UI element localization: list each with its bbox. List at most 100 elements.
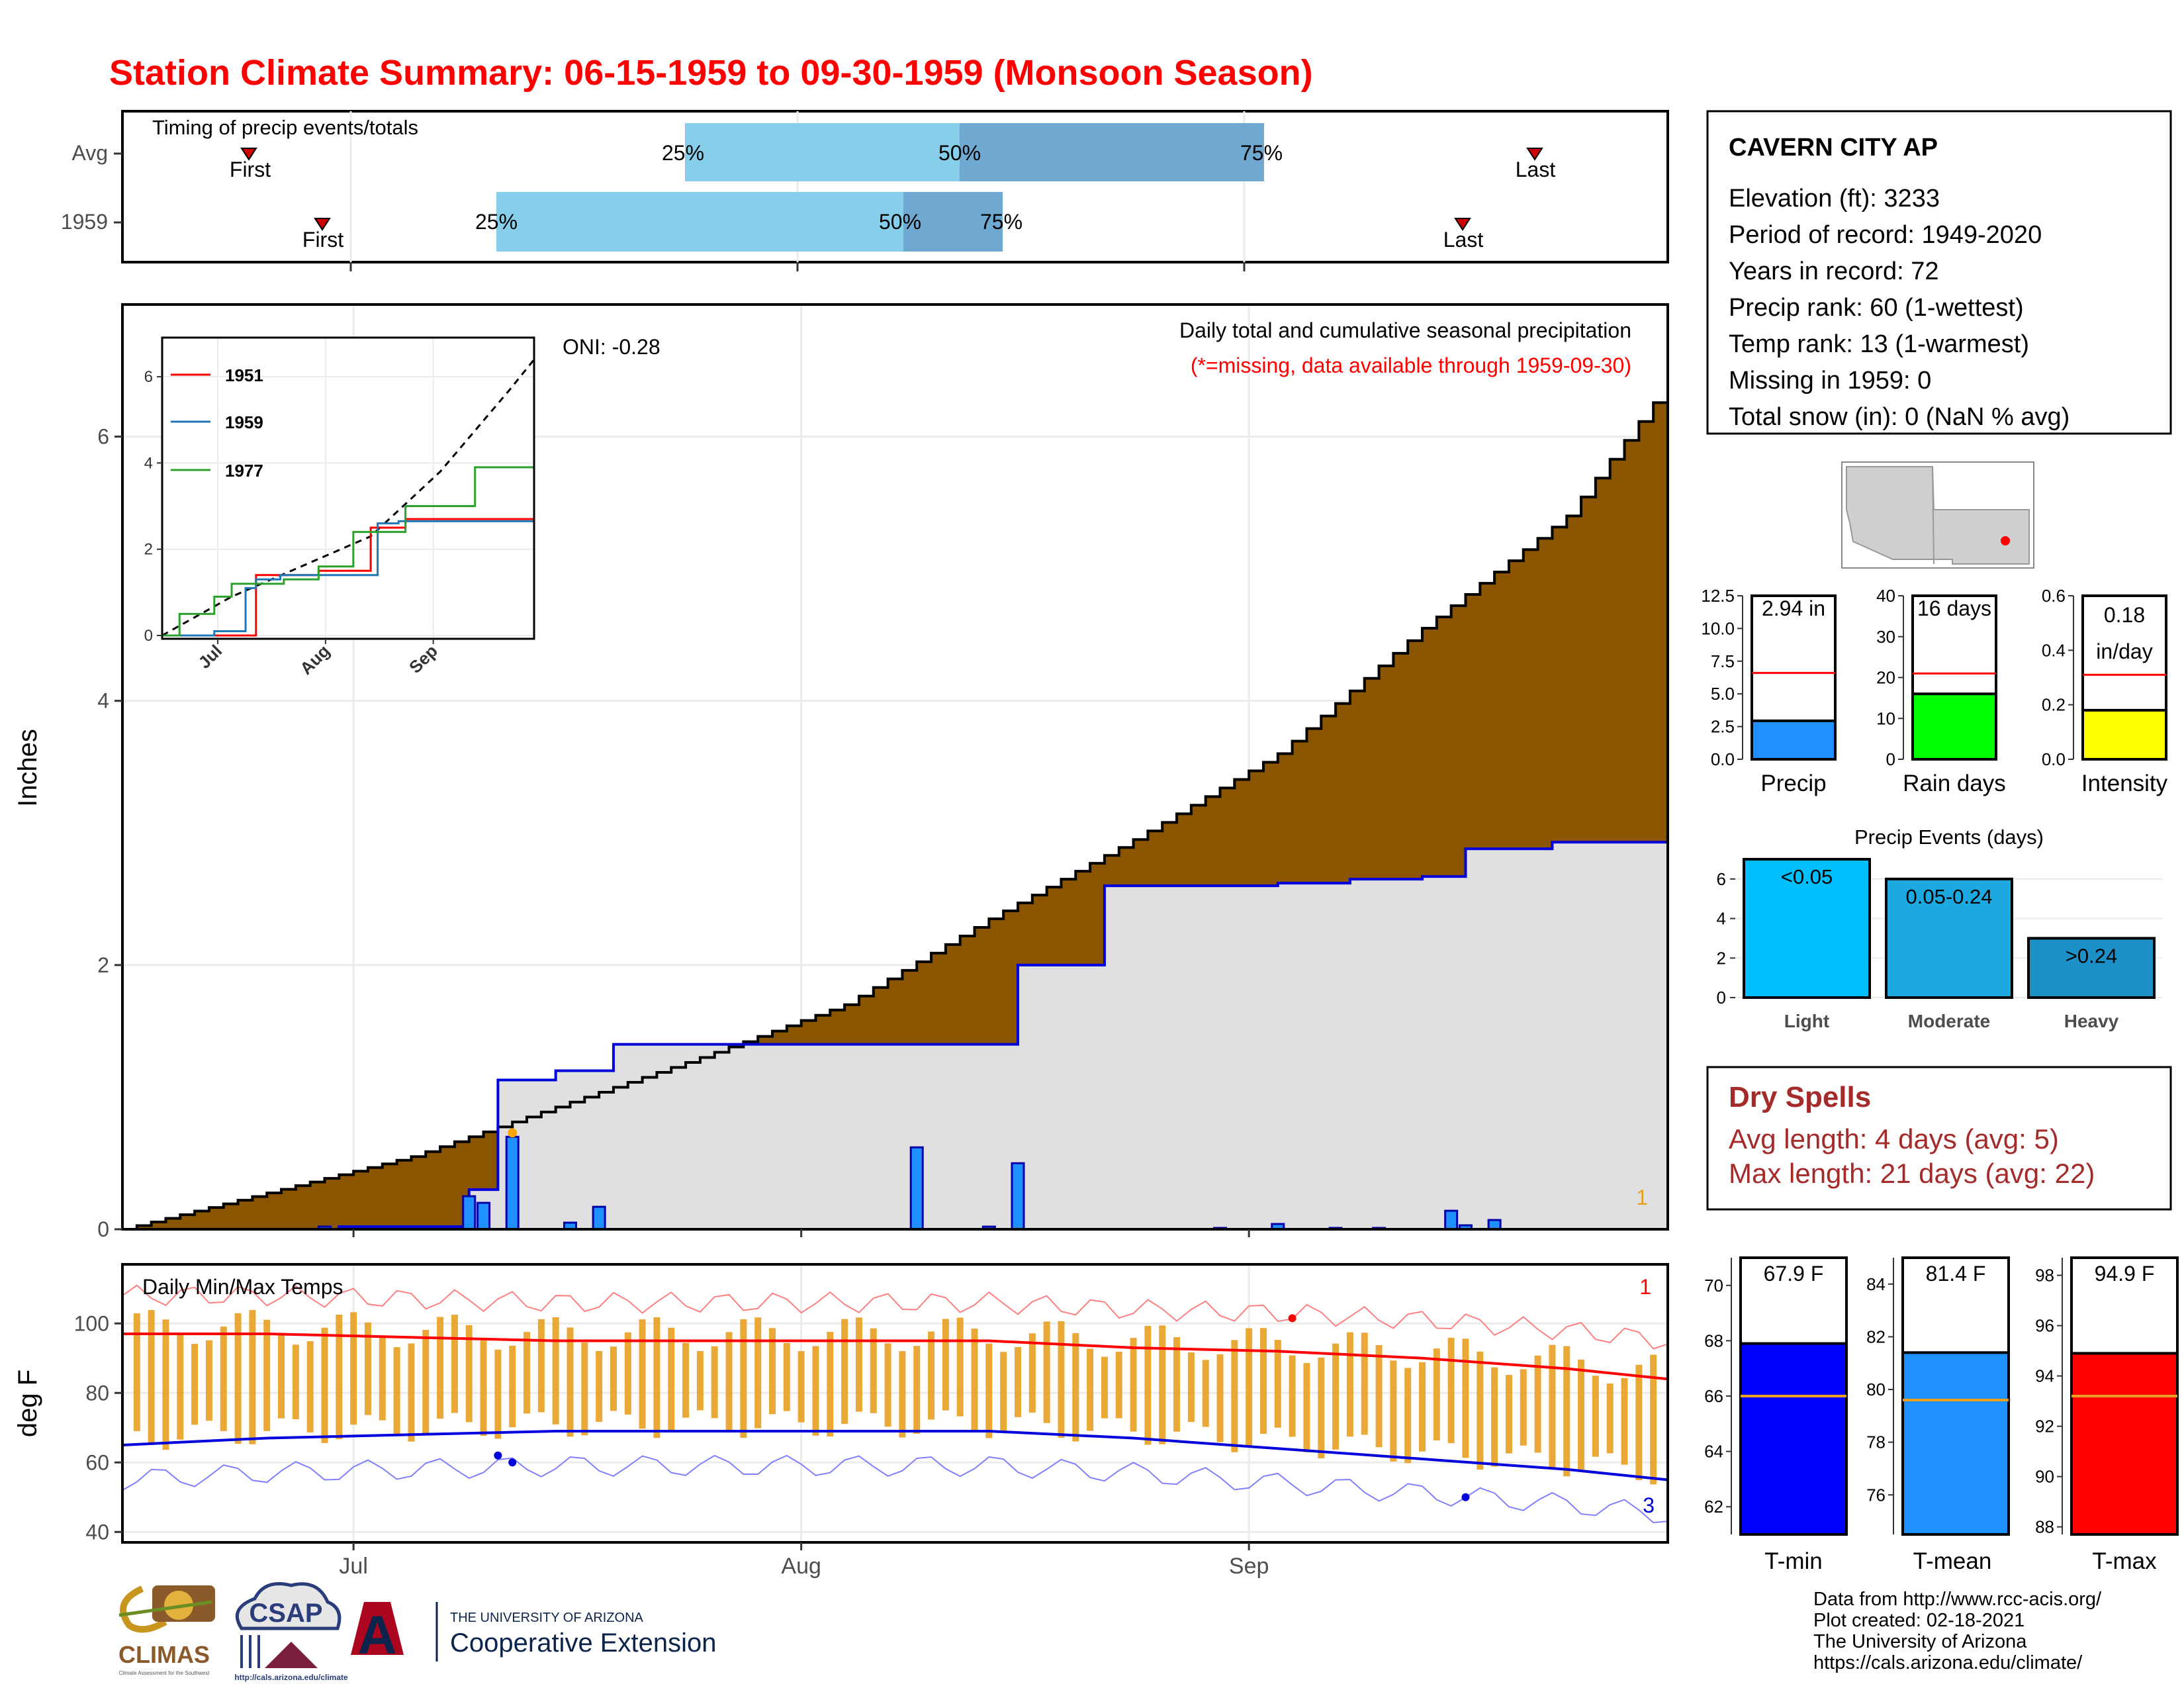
footer-line-1: Data from http://www.rcc-acis.org/ [1813, 1589, 2102, 1610]
daily-temp-range-bar [1505, 1374, 1512, 1454]
svg-text:A: A [357, 1605, 396, 1665]
precip-tick-label: 12.5 [1701, 586, 1735, 606]
y1959-p50-label: 50% [879, 210, 921, 234]
daily-temp-range-bar [812, 1346, 819, 1436]
x-tick-label: Jul [339, 1554, 367, 1579]
daily-temp-range-bar [408, 1343, 415, 1442]
temp-summary: 62 64 66 68 70 76 78 80 82 84 88 90 92 94 96 98 T-min T… [1704, 1256, 2179, 1574]
events-bar-label: >0.24 [2066, 944, 2117, 967]
tmax-bar-value: 94.9 F [2095, 1262, 2155, 1286]
station-name: CAVERN CITY AP [1729, 134, 1938, 162]
temp-title: Daily Min/Max Temps [142, 1275, 343, 1299]
events-y-tick-label: 2 [1717, 948, 1726, 968]
raindays-tick-label: 0 [1886, 749, 1895, 769]
raindays-bar-value: 16 days [1917, 596, 1991, 620]
timing-row-avg: Avg [71, 141, 108, 165]
daily-temp-range-bar [985, 1343, 993, 1438]
tmean-tick-label: 78 [1866, 1432, 1886, 1452]
daily-temp-range-bar [1101, 1356, 1108, 1419]
daily-temp-range-bar [292, 1344, 299, 1420]
daily-temp-range-bar [1014, 1346, 1021, 1417]
daily-temp-range-bar [610, 1346, 617, 1411]
daily-temp-range-bar [537, 1319, 545, 1413]
daily-precip-bar [1011, 1162, 1025, 1231]
station-line-period: Period of record: 1949-2020 [1729, 221, 2042, 249]
daily-temp-range-bar [451, 1315, 458, 1413]
daily-temp-range-bar [1332, 1343, 1340, 1450]
daily-temp-range-bar [1447, 1337, 1455, 1444]
tmin-bar-label: T-min [1764, 1548, 1823, 1574]
daily-temp-range-bar [1534, 1355, 1541, 1453]
tmin-tick-label: 68 [1704, 1331, 1723, 1350]
daily-temp-range-bar [379, 1338, 386, 1421]
footer-line-2: Plot created: 02-18-2021 [1813, 1610, 2025, 1631]
inset-legend-1977: 1977 [225, 461, 263, 481]
daily-temp-range-bar [1115, 1351, 1122, 1419]
record-low-marker [508, 1458, 517, 1467]
page-title: Station Climate Summary: 06-15-1959 to 0… [109, 53, 1313, 93]
record-daily-marker [508, 1128, 518, 1138]
intensity-tick-label: 0.4 [2042, 640, 2066, 660]
daily-temp-range-bar [783, 1342, 790, 1411]
daily-temp-range-bar [321, 1327, 328, 1443]
y1959-first-label: First [302, 228, 343, 252]
precip-bar [1751, 719, 1837, 761]
daily-precip-bar [1487, 1219, 1502, 1231]
daily-temp-range-bar [1274, 1340, 1281, 1428]
events-bar-light [1743, 858, 1871, 999]
csap-logo: CSAP http://cals.arizona.edu/climate [234, 1582, 348, 1682]
tmin-bar [1739, 1342, 1848, 1536]
daily-temp-range-bar [581, 1342, 588, 1436]
daily-temp-range-bar [1592, 1376, 1599, 1457]
tmax-bar [2070, 1352, 2179, 1536]
daily-temp-range-bar [1346, 1332, 1353, 1437]
events-title: Precip Events (days) [1854, 825, 2044, 849]
daily-precip-bar [592, 1205, 606, 1231]
daily-temp-range-bar [1404, 1368, 1412, 1464]
daily-temp-range-bar [841, 1319, 848, 1425]
events-bar-heavy [2027, 937, 2156, 1000]
tmean-bar [1901, 1351, 2010, 1536]
daily-temp-range-bar [1549, 1344, 1556, 1469]
daily-temp-range-bar [1419, 1362, 1426, 1452]
daily-temp-range-bar [422, 1329, 430, 1434]
daily-temp-range-bar [1202, 1360, 1209, 1427]
precip-y-tick-label: 4 [97, 689, 109, 713]
daily-temp-range-bar [754, 1317, 762, 1429]
avg-max-temp-line [122, 1333, 1668, 1381]
daily-temp-range-bar [884, 1343, 891, 1427]
record-max-line [122, 1284, 1668, 1350]
daily-temp-range-bar [1259, 1328, 1267, 1434]
record-low-marker [494, 1451, 502, 1460]
intensity-tick-label: 0.2 [2042, 695, 2066, 715]
daily-temp-range-bar [769, 1328, 776, 1415]
csap-label: CSAP [249, 1599, 322, 1628]
tmax-tick-label: 90 [2035, 1467, 2054, 1487]
events-bar-label: <0.05 [1781, 865, 1833, 888]
tmean-tick-label: 82 [1866, 1327, 1886, 1346]
inset-legend-1951: 1951 [225, 365, 263, 385]
daily-temp-range-bar [278, 1335, 285, 1419]
daily-temp-range-bar [1058, 1321, 1065, 1438]
daily-temp-range-bar [1520, 1369, 1527, 1446]
daily-temp-range-bar [653, 1317, 660, 1438]
daily-temp-range-bar [1650, 1354, 1657, 1485]
events-category-label: Light [1784, 1011, 1829, 1031]
precip-bar-value: 2.94 in [1762, 596, 1825, 620]
station-line-temp-rank: Temp rank: 13 (1-warmest) [1729, 330, 2029, 358]
tmax-tick-label: 92 [2035, 1417, 2054, 1436]
station-line-elevation: Elevation (ft): 3233 [1729, 185, 1940, 212]
temp-y-tick-label: 40 [85, 1520, 109, 1544]
daily-temp-range-bar [1578, 1359, 1585, 1470]
daily-temp-range-bar [1635, 1364, 1643, 1481]
daily-temp-range-bar [1375, 1344, 1383, 1448]
daily-temp-range-bar [1318, 1357, 1325, 1459]
daily-temp-range-bar [913, 1346, 921, 1434]
events-category-label: Heavy [2064, 1011, 2119, 1031]
daily-temp-range-bar [855, 1317, 862, 1412]
events-y-tick-label: 6 [1717, 869, 1726, 889]
daily-temp-range-bar [1043, 1321, 1050, 1423]
inset-y-tick-label: 0 [144, 627, 153, 645]
daily-temp-range-bar [177, 1335, 184, 1440]
dry-spells-avg: Avg length: 4 days (avg: 5) [1729, 1123, 2059, 1154]
